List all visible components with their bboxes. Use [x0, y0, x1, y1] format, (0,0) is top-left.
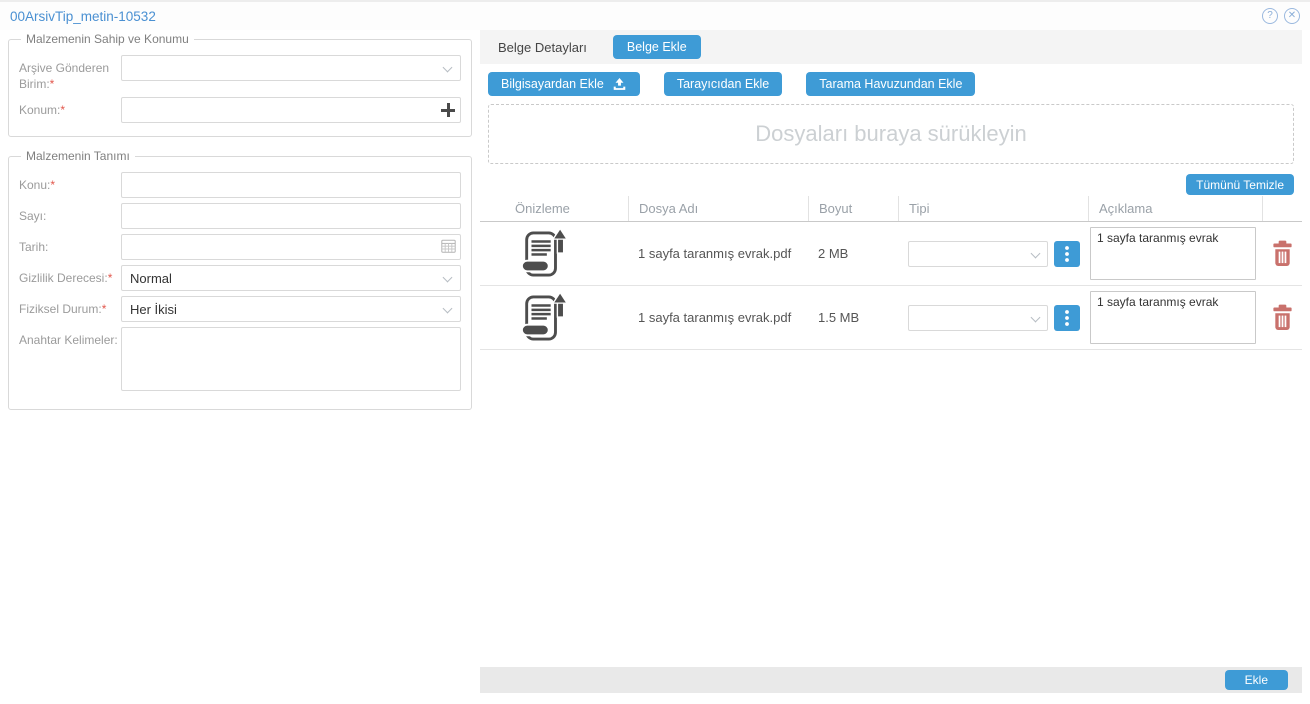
file-name: 1 sayfa taranmış evrak.pdf: [638, 310, 792, 325]
date-input[interactable]: [121, 234, 461, 261]
file-type-cell: [898, 222, 1088, 285]
col-header-dosya-adi: Dosya Adı: [628, 196, 808, 221]
physical-status-select[interactable]: Her İkisi: [121, 296, 461, 323]
header-icons: ? ✕: [1262, 8, 1300, 24]
tab-belge-ekle[interactable]: Belge Ekle: [612, 35, 701, 59]
col-header-boyut: Boyut: [808, 196, 898, 221]
col-header-aciklama: Açıklama: [1088, 196, 1262, 221]
col-header-onizleme: Önizleme: [515, 201, 570, 216]
file-preview-cell: [480, 222, 628, 285]
keywords-textarea[interactable]: [121, 327, 461, 392]
delete-file-icon[interactable]: [1271, 304, 1294, 331]
material-definition-section: Malzemenin Tanımı Konu:* Sayı: Tarih: Gi…: [8, 149, 472, 411]
required-marker: *: [101, 302, 107, 317]
file-description-textarea[interactable]: 1 sayfa taranmış evrak: [1090, 291, 1256, 344]
calendar-icon[interactable]: [441, 239, 456, 254]
date-field: Tarih:: [19, 234, 461, 261]
add-from-scan-pool-button[interactable]: Tarama Havuzundan Ekle: [806, 72, 976, 96]
number-input[interactable]: [121, 203, 461, 230]
subject-field: Konu:*: [19, 172, 461, 199]
file-description-cell: 1 sayfa taranmış evrak: [1088, 222, 1262, 285]
sending-unit-field: Arşive Gönderen Birim:*: [19, 55, 461, 92]
add-document-toolbar: Bilgisayardan Ekle Tarayıcıdan Ekle Tara…: [488, 72, 976, 96]
file-type-select[interactable]: [908, 240, 1048, 267]
col-header-actions: [1262, 196, 1302, 221]
owner-location-legend: Malzemenin Sahip ve Konumu: [26, 32, 189, 46]
owner-location-section: Malzemenin Sahip ve Konumu Arşive Gönder…: [8, 32, 472, 138]
physical-status-label: Fiziksel Durum:*: [19, 302, 107, 317]
tab-belge-detaylari[interactable]: Belge Detayları: [498, 39, 587, 55]
keywords-label: Anahtar Kelimeler:: [19, 333, 118, 348]
window-header: 00ArsivTip_metin-10532 ? ✕: [0, 2, 1310, 30]
file-type-select[interactable]: [908, 304, 1048, 331]
panel-footer: Ekle: [480, 667, 1302, 693]
files-table: Önizleme Dosya Adı Boyut Tipi Açıklama: [480, 196, 1302, 350]
type-options-button[interactable]: [1054, 240, 1080, 267]
help-icon[interactable]: ?: [1262, 8, 1278, 24]
file-size: 2 MB: [818, 246, 849, 261]
location-field: Konum:*: [19, 97, 461, 124]
files-table-header: Önizleme Dosya Adı Boyut Tipi Açıklama: [480, 196, 1302, 222]
number-label: Sayı:: [19, 209, 47, 224]
file-actions-cell: [1262, 286, 1302, 349]
add-location-icon[interactable]: [441, 103, 455, 118]
document-tabs: Belge Detayları Belge Ekle: [480, 30, 1302, 64]
file-description-textarea[interactable]: 1 sayfa taranmış evrak: [1090, 227, 1256, 280]
confidentiality-select[interactable]: Normal: [121, 265, 461, 292]
required-marker: *: [107, 271, 113, 286]
file-dropzone[interactable]: Dosyaları buraya sürükleyin: [488, 104, 1294, 164]
location-label: Konum:*: [19, 103, 66, 118]
add-from-scanner-button[interactable]: Tarayıcıdan Ekle: [663, 72, 783, 96]
file-type-cell: [898, 286, 1088, 349]
add-from-computer-button[interactable]: Bilgisayardan Ekle: [488, 72, 640, 96]
required-marker: *: [60, 103, 66, 118]
file-preview-cell: [480, 286, 628, 349]
file-actions-cell: [1262, 222, 1302, 285]
confidentiality-label: Gizlilik Derecesi:*: [19, 271, 113, 286]
add-button[interactable]: Ekle: [1224, 670, 1288, 690]
dropzone-text: Dosyaları buraya sürükleyin: [755, 121, 1027, 146]
delete-file-icon[interactable]: [1271, 240, 1294, 267]
document-upload-icon: [519, 226, 569, 282]
type-options-button[interactable]: [1054, 304, 1080, 331]
close-icon[interactable]: ✕: [1284, 8, 1300, 24]
upload-icon: [612, 77, 627, 91]
subject-input[interactable]: [121, 172, 461, 199]
documents-panel: Belge Detayları Belge Ekle Bilgisayardan…: [480, 2, 1302, 704]
physical-status-field: Fiziksel Durum:* Her İkisi: [19, 296, 461, 323]
required-marker: *: [50, 178, 56, 193]
file-size: 1.5 MB: [818, 310, 860, 325]
file-row: 1 sayfa taranmış evrak.pdf 2 MB 1 sayfa …: [480, 222, 1302, 286]
document-upload-icon: [519, 290, 569, 346]
file-name: 1 sayfa taranmış evrak.pdf: [638, 246, 792, 261]
date-label: Tarih:: [19, 240, 49, 255]
number-field: Sayı:: [19, 203, 461, 230]
col-header-tipi: Tipi: [898, 196, 1088, 221]
sending-unit-select[interactable]: [121, 55, 461, 81]
page-title: 00ArsivTip_metin-10532: [10, 9, 156, 24]
file-row: 1 sayfa taranmış evrak.pdf 1.5 MB 1 sayf…: [480, 286, 1302, 350]
confidentiality-field: Gizlilik Derecesi:* Normal: [19, 265, 461, 292]
file-description-cell: 1 sayfa taranmış evrak: [1088, 286, 1262, 349]
chevron-down-icon: [1030, 312, 1041, 323]
sending-unit-label: Arşive Gönderen Birim:*: [19, 61, 110, 92]
required-marker: *: [49, 77, 55, 92]
clear-all-button[interactable]: Tümünü Temizle: [1186, 174, 1294, 195]
material-form-panel: Malzemenin Sahip ve Konumu Arşive Gönder…: [8, 32, 472, 422]
material-definition-legend: Malzemenin Tanımı: [26, 149, 130, 164]
keywords-field: Anahtar Kelimeler:: [19, 327, 461, 396]
location-input[interactable]: [121, 97, 461, 124]
subject-label: Konu:*: [19, 178, 56, 193]
chevron-down-icon: [1030, 248, 1041, 259]
